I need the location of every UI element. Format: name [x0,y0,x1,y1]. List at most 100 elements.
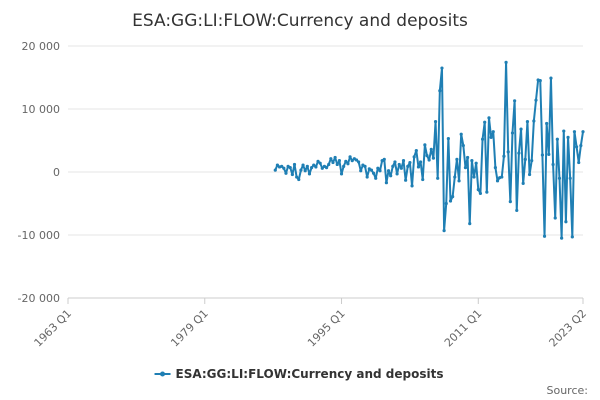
data-point[interactable] [581,130,585,134]
data-point[interactable] [451,194,455,199]
data-point[interactable] [371,171,376,175]
data-point[interactable] [500,175,504,179]
data-point[interactable] [570,235,574,239]
data-point[interactable] [440,66,444,70]
data-point[interactable] [421,177,425,182]
data-point[interactable] [303,169,307,173]
data-point[interactable] [555,137,559,141]
data-point[interactable] [404,178,408,182]
source-label[interactable]: Source: [547,384,589,397]
data-point[interactable] [310,165,314,170]
data-point[interactable] [374,176,378,180]
data-point[interactable] [339,172,344,176]
data-point[interactable] [282,166,286,170]
data-point[interactable] [337,159,341,163]
data-point[interactable] [391,164,395,168]
data-point[interactable] [316,159,320,163]
data-point[interactable] [568,176,572,180]
data-point[interactable] [416,165,421,169]
data-point[interactable] [357,160,361,164]
data-point[interactable] [551,162,555,167]
data-point[interactable] [348,155,352,159]
data-point[interactable] [480,137,485,141]
data-point[interactable] [395,172,399,176]
data-point[interactable] [401,159,406,163]
data-point[interactable] [515,208,519,213]
data-point[interactable] [493,165,497,170]
data-point[interactable] [562,129,566,133]
data-point[interactable] [359,169,363,173]
data-point[interactable] [295,175,299,179]
data-point[interactable] [307,172,312,176]
data-point[interactable] [448,199,453,203]
data-point[interactable] [273,168,277,172]
data-point[interactable] [284,171,288,175]
data-point[interactable] [425,154,429,158]
data-point[interactable] [478,191,483,196]
data-point[interactable] [350,159,354,163]
data-point[interactable] [532,119,536,123]
data-point[interactable] [288,165,292,170]
data-point[interactable] [560,236,564,240]
data-point[interactable] [521,181,525,185]
data-point[interactable] [476,188,480,192]
data-point[interactable] [579,143,583,148]
data-point[interactable] [331,160,335,165]
data-point[interactable] [393,160,397,164]
data-point[interactable] [305,164,309,168]
data-point[interactable] [399,166,403,170]
data-point[interactable] [502,154,506,158]
data-point[interactable] [542,234,547,238]
data-point[interactable] [566,135,570,139]
data-point[interactable] [423,143,427,147]
data-point[interactable] [459,132,463,136]
data-point[interactable] [301,163,305,167]
data-point[interactable] [466,155,470,160]
data-point[interactable] [327,162,331,167]
data-point[interactable] [335,162,339,167]
data-point[interactable] [418,160,423,164]
data-point[interactable] [527,172,532,177]
data-point[interactable] [342,164,346,168]
data-point[interactable] [540,153,545,157]
data-point[interactable] [329,157,333,161]
data-point[interactable] [324,165,329,170]
data-point[interactable] [427,158,431,162]
data-point[interactable] [453,175,457,179]
data-point[interactable] [384,181,388,185]
data-point[interactable] [354,158,359,162]
data-point[interactable] [346,162,350,166]
data-point[interactable] [280,164,284,168]
data-point[interactable] [275,163,280,167]
data-point[interactable] [446,137,450,141]
data-point[interactable] [564,220,568,224]
data-point[interactable] [389,174,393,178]
legend[interactable]: ESA:GG:LI:FLOW:Currency and deposits [154,367,444,381]
data-point[interactable] [333,155,337,160]
data-point[interactable] [577,160,581,165]
data-point[interactable] [506,150,510,154]
data-point[interactable] [455,157,459,161]
data-point[interactable] [508,200,512,204]
data-point[interactable] [386,169,391,173]
data-point[interactable] [320,166,324,170]
data-point[interactable] [513,99,517,103]
data-point[interactable] [314,165,318,169]
data-point[interactable] [557,176,562,180]
data-point[interactable] [292,162,297,167]
data-point[interactable] [463,165,468,170]
data-point[interactable] [408,160,412,165]
data-point[interactable] [429,147,433,151]
data-point[interactable] [470,159,474,163]
data-point[interactable] [545,121,549,126]
data-point[interactable] [523,157,527,161]
data-point[interactable] [297,177,301,182]
data-point[interactable] [436,176,440,180]
data-point[interactable] [382,157,386,161]
data-point[interactable] [378,169,382,173]
data-point[interactable] [365,175,369,179]
data-point[interactable] [412,155,416,159]
data-point[interactable] [406,164,410,168]
data-point[interactable] [485,190,489,194]
data-point[interactable] [290,172,294,177]
